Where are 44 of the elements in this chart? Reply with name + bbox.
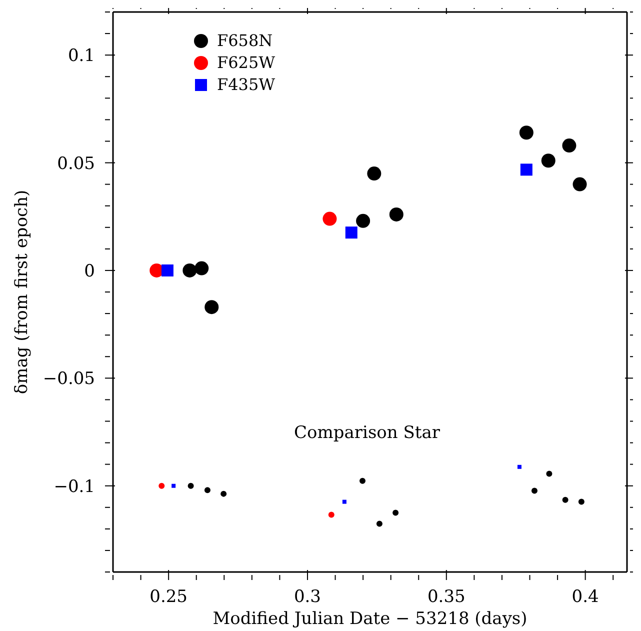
y-tick-label: 0.05 (57, 154, 95, 174)
point (519, 126, 534, 140)
x-tick-label: 0.3 (294, 587, 322, 607)
x-tick-label: 0.4 (572, 587, 599, 607)
legend-label: F625W (217, 52, 276, 74)
y-tick-label: −0.05 (42, 369, 95, 390)
point (531, 488, 538, 494)
point (389, 207, 404, 222)
point (342, 500, 346, 504)
point (562, 496, 568, 503)
point (220, 490, 227, 497)
x-tick-label: 0.35 (427, 587, 466, 607)
y-tick-label: 0 (84, 261, 95, 282)
point (367, 166, 382, 181)
point (194, 261, 209, 276)
y-tick-label: 0.1 (68, 46, 95, 66)
point (345, 226, 358, 239)
annotation: Comparison Star (294, 423, 441, 443)
legend-label: F435W (217, 74, 276, 96)
x-tick-label: 0.25 (150, 587, 188, 607)
point (562, 138, 576, 153)
point (572, 177, 587, 192)
point (161, 264, 174, 276)
point (376, 520, 382, 527)
point (578, 498, 584, 505)
point (392, 510, 399, 516)
legend-label: F658N (217, 30, 273, 52)
point (328, 512, 334, 518)
point (188, 482, 194, 489)
point (360, 478, 366, 484)
point (356, 214, 370, 228)
point (204, 487, 210, 494)
point (546, 470, 552, 477)
point (541, 154, 556, 168)
point (204, 300, 219, 314)
y-tick-label: −0.1 (54, 476, 95, 497)
point (158, 482, 165, 489)
y-axis-title: δmag (from first epoch) (12, 190, 32, 394)
x-axis-title: Modified Julian Date − 53218 (days) (212, 609, 528, 629)
point (520, 164, 532, 176)
point (172, 484, 176, 488)
point (182, 263, 197, 278)
point (517, 464, 522, 469)
point (322, 212, 337, 226)
